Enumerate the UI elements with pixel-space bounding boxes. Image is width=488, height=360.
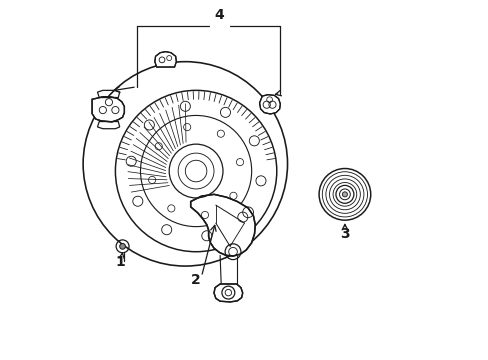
Polygon shape [259,95,280,114]
Polygon shape [214,284,242,302]
Circle shape [120,243,125,249]
Text: 1: 1 [116,256,125,270]
Polygon shape [155,51,176,67]
Polygon shape [190,194,255,256]
Text: 3: 3 [339,227,349,241]
Text: 4: 4 [214,8,224,22]
Polygon shape [92,97,124,122]
Text: 2: 2 [191,273,201,287]
Circle shape [342,192,346,197]
